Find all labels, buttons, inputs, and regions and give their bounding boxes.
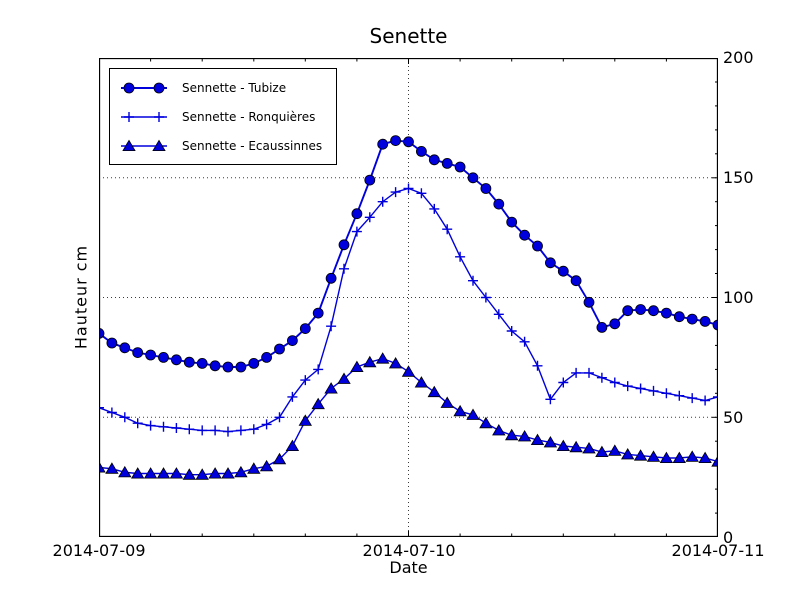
y-tick-label: 0 xyxy=(723,528,734,547)
legend: Sennette - Tubize Sennette - Ronquières … xyxy=(109,68,338,165)
y-axis-label: Hauteur cm xyxy=(71,244,91,350)
x-tick-label: 2014-07-10 xyxy=(362,541,456,560)
legend-item-ronquieres: Sennette - Ronquières xyxy=(118,102,322,131)
plus-marker-line-icon xyxy=(121,111,167,122)
legend-item-ecaussinnes: Sennette - Ecaussinnes xyxy=(118,131,322,160)
x-tick-label: 2014-07-09 xyxy=(52,541,146,560)
legend-label: Sennette - Tubize xyxy=(182,80,287,95)
triangle-marker-line-icon xyxy=(121,139,167,151)
x-tick-label: 2014-07-11 xyxy=(671,541,765,560)
chart-title: Senette xyxy=(369,24,448,48)
y-tick-label: 150 xyxy=(723,168,754,187)
x-axis-label: Date xyxy=(389,558,428,577)
y-tick-label: 200 xyxy=(723,48,754,67)
legend-item-tubize: Sennette - Tubize xyxy=(118,73,322,102)
y-tick-label: 50 xyxy=(723,408,744,427)
legend-label: Sennette - Ecaussinnes xyxy=(182,138,323,153)
plot-area xyxy=(99,58,718,537)
y-tick-label: 100 xyxy=(723,288,754,307)
circle-marker-line-icon xyxy=(121,82,167,93)
legend-label: Sennette - Ronquières xyxy=(182,109,316,124)
